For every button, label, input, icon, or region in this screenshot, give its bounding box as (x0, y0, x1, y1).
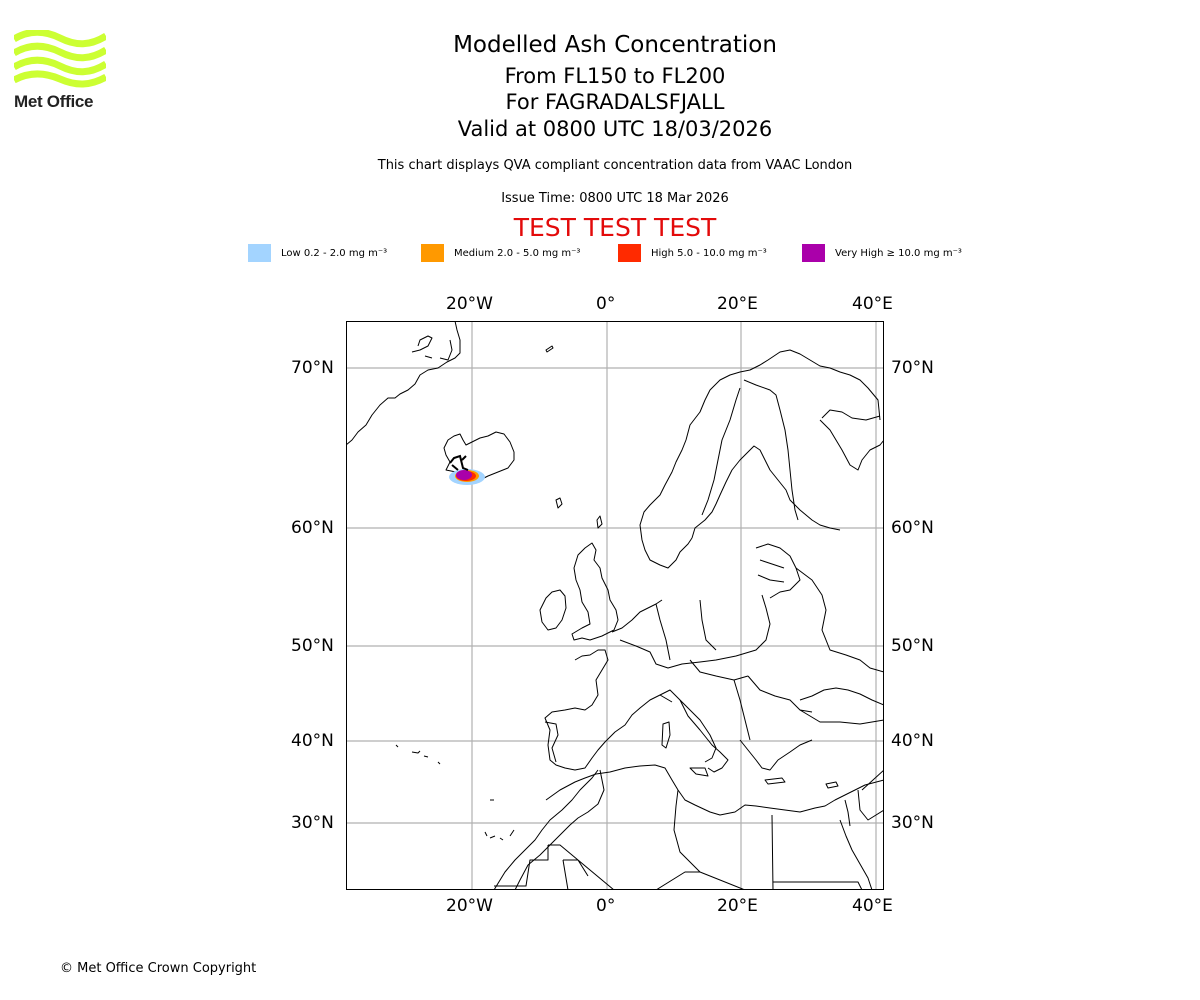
legend-label-high: High 5.0 - 10.0 mg m⁻³ (651, 247, 767, 259)
sicily (689, 767, 709, 777)
x-tick-top-40e: 40°E (852, 294, 893, 314)
finland-border (743, 379, 799, 521)
sardinia (661, 721, 671, 749)
chart-title: Modelled Ash Concentration (453, 32, 777, 58)
y-tick-left-40n: 40°N (291, 731, 334, 751)
crete (764, 777, 786, 785)
volcano-name: For FAGRADALSFJALL (505, 90, 725, 114)
y-tick-right-70n: 70°N (891, 358, 934, 378)
legend-label-medium: Medium 2.0 - 5.0 mg m⁻³ (454, 247, 581, 259)
legend-swatch-very-high (802, 244, 825, 262)
north-africa-coast (545, 764, 884, 816)
flight-level-range: From FL150 to FL200 (504, 64, 726, 88)
test-banner: TEST TEST TEST (513, 213, 717, 242)
y-tick-left-70n: 70°N (291, 358, 334, 378)
legend-item-very-high: Very High ≥ 10.0 mg m⁻³ (802, 244, 962, 262)
y-tick-right-40n: 40°N (891, 731, 934, 751)
norway-coast (639, 349, 881, 569)
greenland-coast (346, 321, 461, 446)
central-europe-borders (619, 594, 813, 741)
legend-item-high: High 5.0 - 10.0 mg m⁻³ (618, 244, 767, 262)
france-iberia-coast (544, 649, 717, 771)
black-sea (799, 687, 884, 725)
cyprus (825, 781, 839, 789)
legend-label-low: Low 0.2 - 2.0 mg m⁻³ (281, 247, 388, 259)
logo-text: Met Office (14, 92, 94, 111)
sahara-borders (494, 789, 863, 890)
y-tick-right-30n: 30°N (891, 813, 934, 833)
y-tick-right-60n: 60°N (891, 518, 934, 538)
morocco-border (514, 769, 605, 890)
legend-label-very-high: Very High ≥ 10.0 mg m⁻³ (835, 247, 962, 259)
issue-time: Issue Time: 0800 UTC 18 Mar 2026 (501, 191, 729, 206)
map-frame (346, 321, 884, 890)
great-britain-coast (571, 542, 619, 641)
y-tick-left-50n: 50°N (291, 636, 334, 656)
chart-description: This chart displays QVA compliant concen… (377, 158, 853, 173)
portugal-border (544, 721, 559, 763)
sweden-norway-border (701, 387, 741, 516)
x-tick-top-0: 0° (596, 294, 616, 314)
x-tick-top-20w: 20°W (446, 294, 493, 314)
met-office-logo: Met Office (12, 28, 108, 112)
valid-time: Valid at 0800 UTC 18/03/2026 (457, 117, 773, 141)
low-countries-coast (611, 599, 663, 633)
sweden-finland-coast (691, 445, 841, 539)
x-tick-bottom-20e: 20°E (717, 896, 758, 916)
shetland (596, 515, 603, 529)
y-tick-left-30n: 30°N (291, 813, 334, 833)
azores (395, 744, 441, 765)
ireland-coast (539, 589, 567, 631)
ash-cloud (449, 469, 485, 485)
graticule (346, 321, 884, 890)
canary-islands (484, 829, 515, 841)
greenland-fjord (411, 335, 453, 361)
met-office-waves-icon (12, 28, 108, 88)
italy-coast (659, 694, 729, 773)
x-tick-bottom-20w: 20°W (446, 896, 493, 916)
kola-white-sea (819, 409, 884, 471)
legend-item-medium: Medium 2.0 - 5.0 mg m⁻³ (421, 244, 580, 262)
morocco-coast (493, 769, 599, 890)
jan-mayen (545, 345, 554, 353)
x-tick-bottom-0: 0° (596, 896, 616, 916)
legend-item-low: Low 0.2 - 2.0 mg m⁻³ (248, 244, 387, 262)
eastern-borders (795, 567, 884, 673)
coastlines (346, 321, 884, 890)
greece-coast (739, 739, 813, 771)
legend-swatch-medium (421, 244, 444, 262)
levant-red-sea (839, 769, 884, 890)
y-tick-left-60n: 60°N (291, 518, 334, 538)
legend-swatch-low (248, 244, 271, 262)
y-tick-right-50n: 50°N (891, 636, 934, 656)
copyright-notice: © Met Office Crown Copyright (60, 961, 257, 976)
x-tick-top-20e: 20°E (717, 294, 758, 314)
x-tick-bottom-40e: 40°E (852, 896, 893, 916)
volcano-marker (449, 454, 469, 471)
faroe-islands (555, 497, 563, 509)
legend-swatch-high (618, 244, 641, 262)
baltic-borders (755, 543, 801, 599)
